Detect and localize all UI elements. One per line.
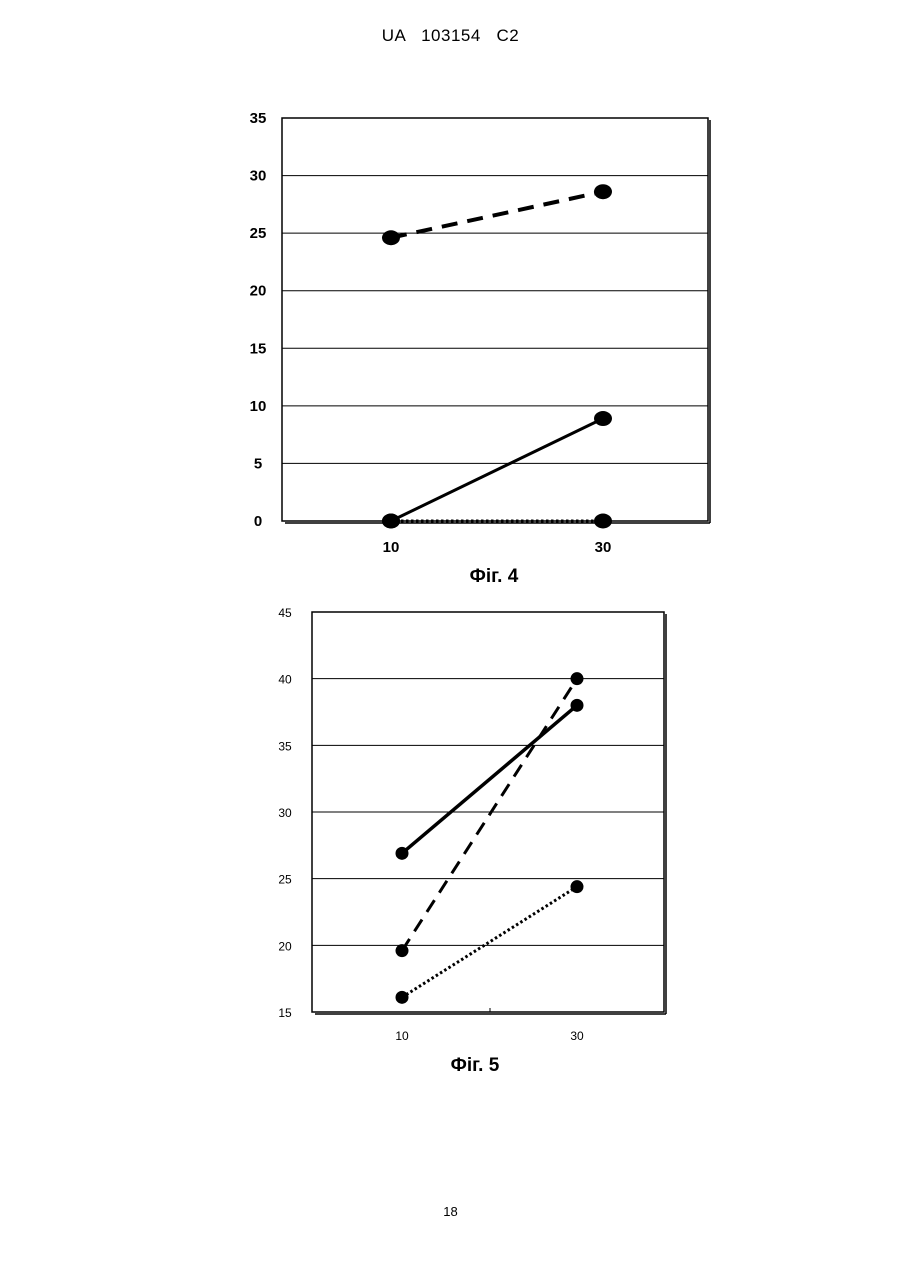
fig5-series-dotted-line [402, 887, 577, 998]
fig5-caption: Фіг. 5 [451, 1055, 500, 1076]
fig5-series-dotted-point [396, 991, 409, 1004]
fig5-x-tick-label: 30 [570, 1029, 584, 1043]
fig5-series-dashed-line [402, 679, 577, 951]
fig5-y-tick-label: 25 [278, 873, 292, 887]
fig5-series-dotted-point [571, 880, 584, 893]
page-number: 18 [0, 1204, 901, 1219]
fig5-series-dashed-point [571, 672, 584, 685]
fig5-series-solid-line [402, 705, 577, 853]
fig5-y-tick-label: 45 [278, 606, 292, 620]
fig5-series-solid-point [396, 847, 409, 860]
figure-5-chart: 15 20 25 30 35 40 45 10 30 Фіг. 5 [0, 0, 901, 1100]
fig5-y-tick-label: 35 [278, 739, 292, 753]
fig5-series-solid-point [571, 699, 584, 712]
fig5-series-dashed-point [396, 944, 409, 957]
fig5-y-tick-label: 40 [278, 673, 292, 687]
fig5-x-tick-label: 10 [395, 1029, 409, 1043]
fig5-y-tick-label: 20 [278, 939, 292, 953]
fig5-y-tick-label: 15 [278, 1006, 292, 1020]
fig5-y-tick-label: 30 [278, 806, 292, 820]
